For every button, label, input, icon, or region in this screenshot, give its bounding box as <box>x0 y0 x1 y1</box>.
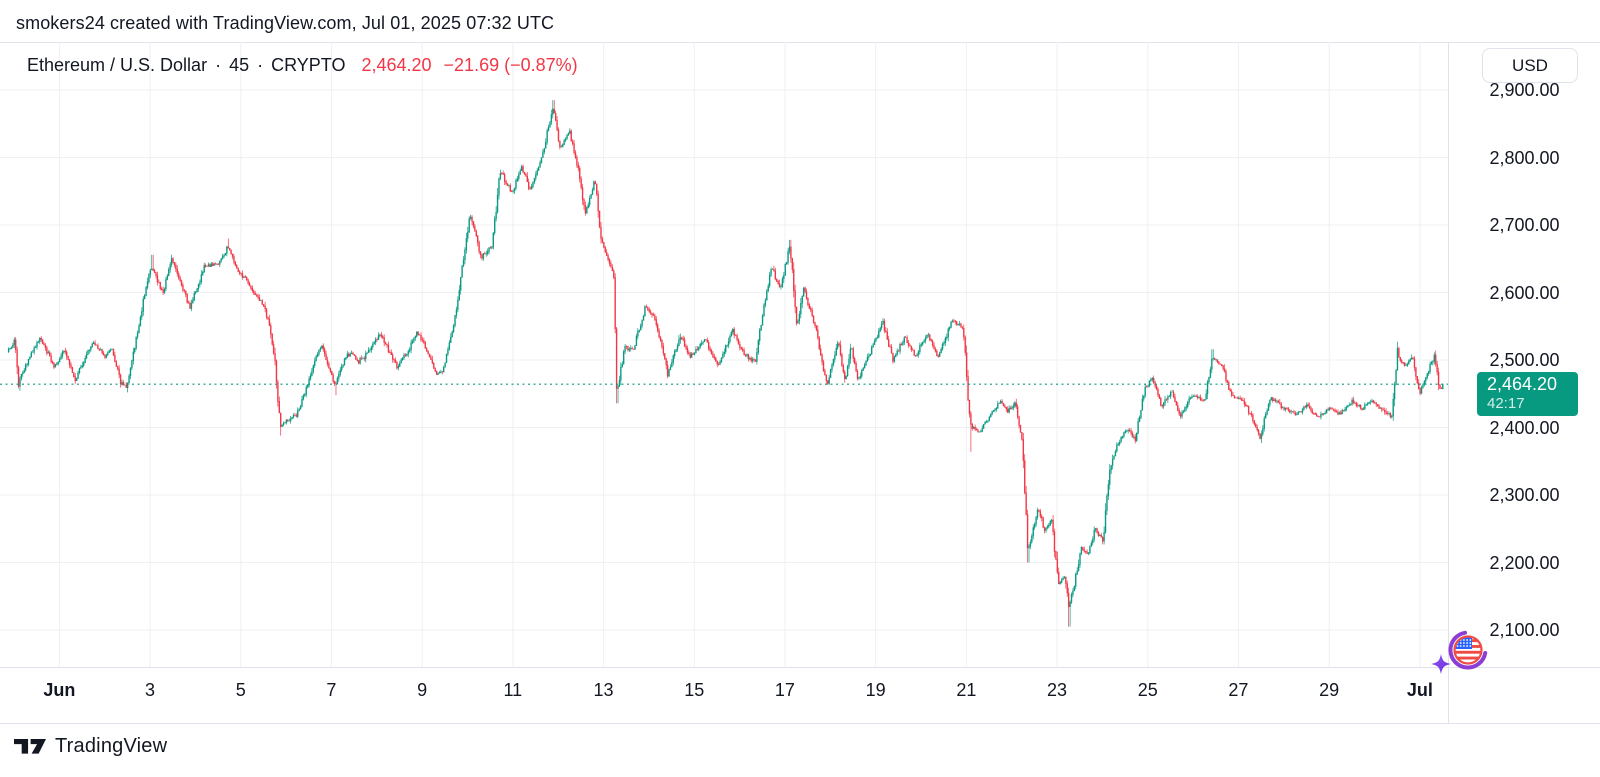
price-badge-value: 2,464.20 <box>1487 374 1558 395</box>
time-axis-label: 11 <box>503 680 523 700</box>
time-axis-label: 17 <box>774 680 795 700</box>
time-axis-label: Jul <box>1406 680 1433 700</box>
time-axis-label: 9 <box>417 680 428 700</box>
time-axis-label: 13 <box>593 680 614 700</box>
time-axis-label: 7 <box>326 680 337 700</box>
interval-value[interactable]: 45 <box>229 55 250 75</box>
sparkle-icon <box>1431 654 1451 674</box>
price-change: −21.69 (−0.87%) <box>443 55 578 75</box>
price-axis-label: 2,400.00 <box>1489 417 1560 438</box>
time-axis-label: 27 <box>1228 680 1249 700</box>
crescent-shape <box>1448 630 1488 670</box>
price-axis-label: 2,500.00 <box>1489 350 1560 370</box>
price-axis-label: 2,300.00 <box>1489 485 1560 505</box>
price-badge-countdown: 42:17 <box>1487 395 1525 413</box>
time-axis[interactable]: Jun 3 5 7 9 11 13 15 17 19 21 23 25 27 29 Jul <box>0 668 1448 722</box>
price-axis-border <box>1448 42 1449 724</box>
currency-toggle-button[interactable]: USD <box>1482 48 1578 83</box>
time-axis-border <box>0 667 1600 668</box>
tradingview-logo[interactable]: TradingView <box>14 734 167 758</box>
flag-ring <box>1453 635 1483 665</box>
july-4th-holiday-icon[interactable] <box>1430 626 1490 678</box>
up-candle-wicks <box>8 100 1444 627</box>
separator-dot: · <box>257 55 264 75</box>
price-badge: 2,464.20 42:17 <box>1477 372 1578 417</box>
time-axis-label: 19 <box>865 680 886 700</box>
time-axis-label: 15 <box>684 680 705 700</box>
price-axis-label: 2,700.00 <box>1489 215 1560 235</box>
tradingview-logo-icon <box>14 738 46 754</box>
time-axis-label: 3 <box>145 680 156 700</box>
up-candle-bodies <box>7 108 1444 608</box>
separator-dot: · <box>215 55 222 75</box>
chart-pane[interactable] <box>0 42 1448 667</box>
attribution-bar: smokers24 created with TradingView.com, … <box>16 13 555 33</box>
time-axis-label: Jun <box>43 680 76 700</box>
symbol-name[interactable]: Ethereum / U.S. Dollar <box>27 55 208 75</box>
price-axis-label: 2,900.00 <box>1489 80 1560 100</box>
time-axis-label: 5 <box>235 680 246 700</box>
widget-bottom-border <box>0 723 1600 724</box>
price-axis-label: 2,100.00 <box>1489 620 1560 640</box>
time-axis-label: 29 <box>1319 680 1340 700</box>
tradingview-logo-text: TradingView <box>55 734 168 757</box>
candlestick-chart[interactable] <box>0 42 1448 667</box>
down-candle-bodies <box>15 108 1443 608</box>
time-axis-label: 21 <box>956 680 977 700</box>
time-axis-label: 25 <box>1137 680 1158 700</box>
price-axis-label: 2,800.00 <box>1489 147 1560 168</box>
time-axis-label: 23 <box>1047 680 1068 700</box>
widget-top-border <box>0 42 1600 43</box>
price-axis-label: 2,200.00 <box>1489 552 1560 573</box>
exchange-name[interactable]: CRYPTO <box>271 55 346 75</box>
last-price: 2,464.20 <box>361 55 432 75</box>
down-candle-wicks <box>15 100 1442 627</box>
symbol-header: Ethereum / U.S. Dollar · 45 · CRYPTO 2,464.20… <box>27 53 578 77</box>
price-axis-label: 2,600.00 <box>1489 282 1560 303</box>
price-axis[interactable]: 2,464.20 42:17 2,900.00 2,800.00 2,700.00 2… <box>1449 42 1600 667</box>
